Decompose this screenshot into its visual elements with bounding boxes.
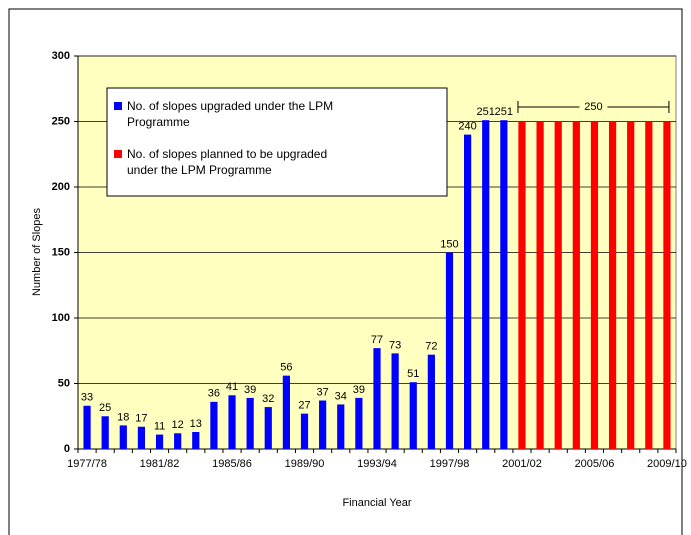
bar	[155, 434, 164, 449]
legend-label: No. of slopes upgraded under the LPM Pro…	[127, 99, 334, 129]
value-label: 240	[458, 121, 476, 133]
bar	[590, 121, 599, 449]
bar	[500, 120, 508, 449]
x-tick-label: 2009/10	[647, 458, 687, 470]
x-tick-label: 1989/90	[285, 458, 325, 470]
y-tick-label: 150	[52, 246, 70, 258]
bar	[246, 397, 254, 449]
y-tick-label: 0	[64, 443, 70, 455]
bar	[464, 134, 472, 449]
bar	[645, 121, 653, 449]
x-axis-label: Financial Year	[342, 497, 411, 509]
x-tick-label: 2005/06	[575, 458, 615, 470]
y-axis-label: Number of Slopes	[31, 207, 43, 296]
value-label: 27	[298, 400, 310, 412]
bar	[427, 354, 435, 449]
value-label: 56	[280, 362, 292, 374]
value-label: 18	[117, 411, 129, 423]
bar	[554, 121, 562, 449]
y-tick-label: 200	[52, 181, 70, 193]
bar	[445, 252, 454, 449]
value-label: 72	[425, 341, 437, 353]
x-tick-label: 2001/02	[502, 458, 542, 470]
y-tick-label: 300	[52, 50, 70, 62]
bar	[192, 431, 200, 449]
legend-swatch	[114, 150, 122, 158]
bar	[228, 395, 236, 449]
bar	[83, 405, 91, 449]
value-label: 73	[389, 339, 401, 351]
value-label: 251	[477, 106, 495, 118]
bar	[101, 416, 109, 449]
y-tick-label: 100	[52, 312, 70, 324]
value-label: 39	[353, 384, 365, 396]
x-tick-label: 1985/86	[212, 458, 252, 470]
legend-entry: No. of slopes upgraded under the LPM Pro…	[127, 99, 334, 129]
value-label: 33	[81, 392, 93, 404]
value-label: 36	[208, 388, 220, 400]
bar	[536, 121, 544, 449]
value-label: 17	[135, 413, 147, 425]
value-label: 34	[335, 390, 347, 402]
x-tick-label: 1977/78	[67, 458, 107, 470]
bar	[137, 426, 146, 449]
value-label: 25	[99, 402, 111, 414]
legend-entry: No. of slopes planned to be upgraded und…	[127, 147, 328, 177]
legend-box	[106, 87, 448, 197]
bar	[300, 413, 309, 449]
bar	[627, 121, 635, 449]
value-label: 251	[495, 106, 513, 118]
bar	[518, 121, 526, 449]
value-label: 150	[440, 238, 458, 250]
x-tick-label: 1997/98	[430, 458, 470, 470]
y-tick-label: 250	[52, 115, 70, 127]
bar	[391, 353, 399, 449]
bar	[355, 397, 363, 449]
bar	[319, 400, 327, 449]
value-label: 11	[154, 420, 165, 432]
bar	[482, 120, 490, 449]
bar	[608, 121, 617, 449]
bar	[210, 401, 218, 449]
bar	[373, 348, 381, 449]
value-label: 12	[172, 419, 184, 431]
value-label: 32	[262, 393, 274, 405]
value-label: 39	[244, 384, 256, 396]
legend-swatch	[114, 102, 122, 110]
y-tick-label: 50	[58, 377, 70, 389]
bar	[572, 121, 580, 449]
annotation: 250	[584, 101, 602, 113]
bar	[663, 121, 671, 449]
bar	[119, 425, 127, 449]
x-tick-label: 1981/82	[140, 458, 180, 470]
value-label: 77	[371, 334, 383, 346]
bar	[282, 375, 290, 449]
value-label: 37	[317, 386, 329, 398]
legend-label: No. of slopes planned to be upgraded und…	[127, 147, 328, 177]
x-tick-label: 1993/94	[357, 458, 397, 470]
bar	[264, 407, 272, 449]
value-label: 41	[226, 381, 238, 393]
value-label: 13	[190, 418, 202, 430]
bar	[174, 433, 182, 449]
bar	[409, 382, 417, 449]
value-label: 51	[407, 368, 419, 380]
bar	[337, 404, 345, 449]
